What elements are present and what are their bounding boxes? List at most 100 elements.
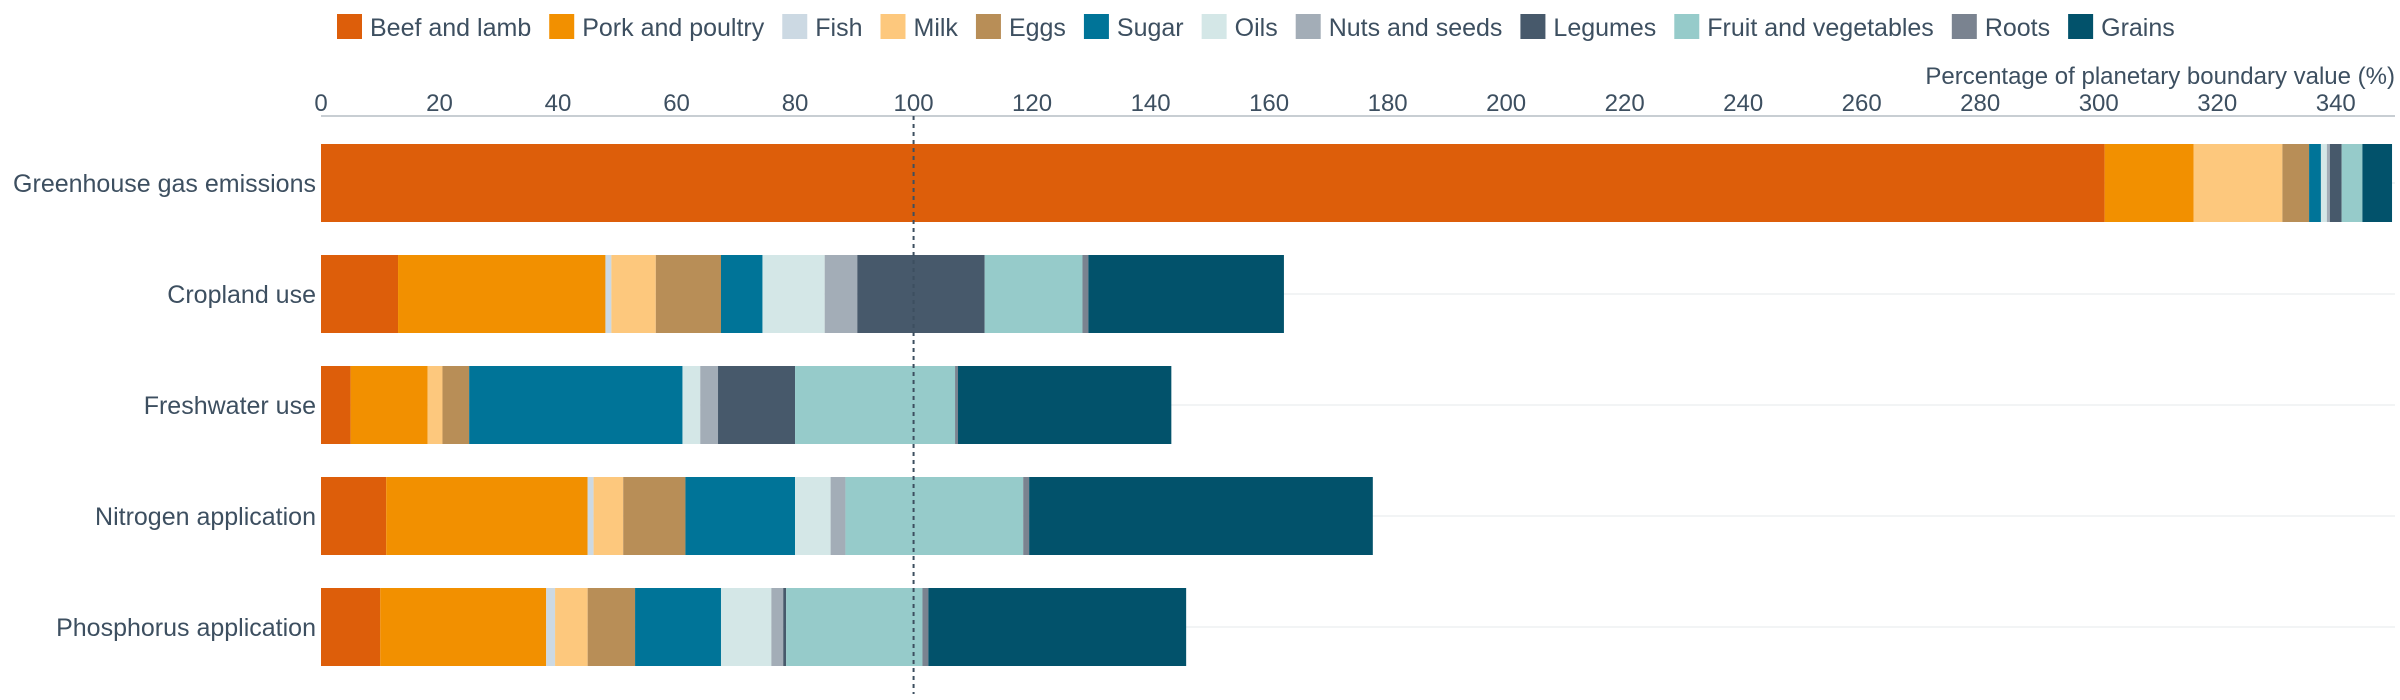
bar-segment-grains <box>2362 144 2393 222</box>
legend-label: Pork and poultry <box>582 14 765 42</box>
bar-segment-legumes <box>783 588 787 666</box>
bar-segment-fruit-and-vegetables <box>786 588 923 666</box>
legend-label: Nuts and seeds <box>1329 14 1503 42</box>
bar-segment-sugar <box>720 255 763 333</box>
bar-segment-nuts-and-seeds <box>824 255 858 333</box>
legend-item-eggs: Eggs <box>975 14 1066 42</box>
legend: Beef and lamb Pork and poultry Fish Milk Egg… <box>337 14 2175 42</box>
legend-swatch <box>782 14 808 39</box>
legend-label: Milk <box>914 14 959 42</box>
category-label: Greenhouse gas emissions <box>13 170 316 198</box>
bar-segment-nuts-and-seeds <box>2326 144 2330 222</box>
bar-segment-beef-and-lamb <box>321 366 351 444</box>
bar-segment-sugar <box>469 366 683 444</box>
legend-swatch <box>975 14 1001 39</box>
legend-swatch <box>1674 14 1700 39</box>
bar-segment-fish <box>546 588 556 666</box>
bar-segment-sugar <box>635 588 721 666</box>
legend-label: Fruit and vegetables <box>1707 14 1934 42</box>
legend-swatch <box>1295 14 1321 39</box>
bar-segment-beef-and-lamb <box>321 588 381 666</box>
bar-row-phosphorus-application <box>321 588 1187 666</box>
x-tick-label: 300 <box>2079 90 2119 117</box>
x-tick-label: 140 <box>1131 90 1171 117</box>
bar-row-freshwater-use <box>321 366 1172 444</box>
x-axis: Percentage of planetary boundary value (… <box>314 63 2395 117</box>
bar-segment-grains <box>958 366 1172 444</box>
legend-swatch <box>549 14 575 39</box>
category-label: Cropland use <box>167 281 316 309</box>
bar-segment-fruit-and-vegetables <box>984 255 1083 333</box>
legend-label: Fish <box>815 14 862 42</box>
bar-segment-beef-and-lamb <box>321 477 387 555</box>
bar-segment-grains <box>1029 477 1373 555</box>
bar-segment-roots <box>1023 477 1030 555</box>
legend-swatch <box>1520 14 1546 39</box>
bar-segment-sugar <box>685 477 796 555</box>
legend-item-grains: Grains <box>2068 14 2175 42</box>
bar-segment-eggs <box>442 366 470 444</box>
bar-segment-beef-and-lamb <box>321 144 2105 222</box>
x-tick-label: 60 <box>663 90 690 117</box>
legend-swatch <box>337 14 362 39</box>
bar-segment-nuts-and-seeds <box>700 366 719 444</box>
bar-segment-milk <box>2193 144 2283 222</box>
bar-segment-pork-and-poultry <box>2104 144 2194 222</box>
legend-label: Eggs <box>1009 14 1066 42</box>
bar-segment-pork-and-poultry <box>398 255 606 333</box>
x-tick-label: 120 <box>1012 90 1052 117</box>
bar-row-cropland-use <box>321 255 1284 333</box>
bar-segment-eggs <box>587 588 636 666</box>
legend-item-milk: Milk <box>880 14 959 42</box>
bar-segment-fish <box>587 477 594 555</box>
category-label: Phosphorus application <box>56 614 316 642</box>
legend-item-fish: Fish <box>782 14 863 42</box>
bars <box>321 144 2393 666</box>
x-tick-label: 180 <box>1368 90 1408 117</box>
legend-swatch <box>880 14 906 39</box>
bar-segment-beef-and-lamb <box>321 255 399 333</box>
legend-item-beef-and-lamb: Beef and lamb <box>337 14 531 42</box>
x-tick-label: 220 <box>1605 90 1645 117</box>
bar-segment-eggs <box>655 255 721 333</box>
category-labels: Greenhouse gas emissions Cropland use Fres… <box>13 170 316 642</box>
legend-swatch <box>2068 14 2094 39</box>
bar-segment-roots <box>1082 255 1089 333</box>
bar-segment-oils <box>762 255 825 333</box>
bar-segment-oils <box>795 477 831 555</box>
bar-segment-eggs <box>623 477 686 555</box>
bar-segment-roots <box>922 588 929 666</box>
legend-item-nuts-and-seeds: Nuts and seeds <box>1295 14 1503 42</box>
legend-label: Sugar <box>1117 14 1184 42</box>
legend-swatch <box>1951 14 1977 39</box>
x-tick-label: 260 <box>1842 90 1882 117</box>
x-tick-label: 200 <box>1486 90 1526 117</box>
bar-segment-milk <box>555 588 588 666</box>
x-tick-label: 340 <box>2316 90 2356 117</box>
legend-label: Oils <box>1235 14 1278 42</box>
legend-item-legumes: Legumes <box>1520 14 1656 42</box>
bar-segment-sugar <box>2309 144 2321 222</box>
legend-label: Roots <box>1985 14 2050 42</box>
bar-segment-fruit-and-vegetables <box>2341 144 2363 222</box>
x-tick-label: 240 <box>1723 90 1763 117</box>
legend-label: Grains <box>2101 14 2175 42</box>
bar-segment-fish <box>605 255 612 333</box>
bar-segment-oils <box>682 366 701 444</box>
x-tick-label: 160 <box>1249 90 1289 117</box>
x-axis-title: Percentage of planetary boundary value (… <box>1925 63 2395 90</box>
x-tick-label: 0 <box>314 90 327 117</box>
bar-segment-pork-and-poultry <box>386 477 588 555</box>
bar-segment-milk <box>593 477 624 555</box>
legend-label: Beef and lamb <box>370 14 531 42</box>
bar-segment-oils <box>2320 144 2327 222</box>
bar-segment-roots <box>955 366 959 444</box>
bar-row-nitrogen-application <box>321 477 1373 555</box>
x-tick-label: 320 <box>2197 90 2237 117</box>
bar-segment-oils <box>720 588 772 666</box>
bar-segment-legumes <box>2329 144 2342 222</box>
x-tick-label: 40 <box>545 90 572 117</box>
bar-segment-fruit-and-vegetables <box>845 477 1024 555</box>
